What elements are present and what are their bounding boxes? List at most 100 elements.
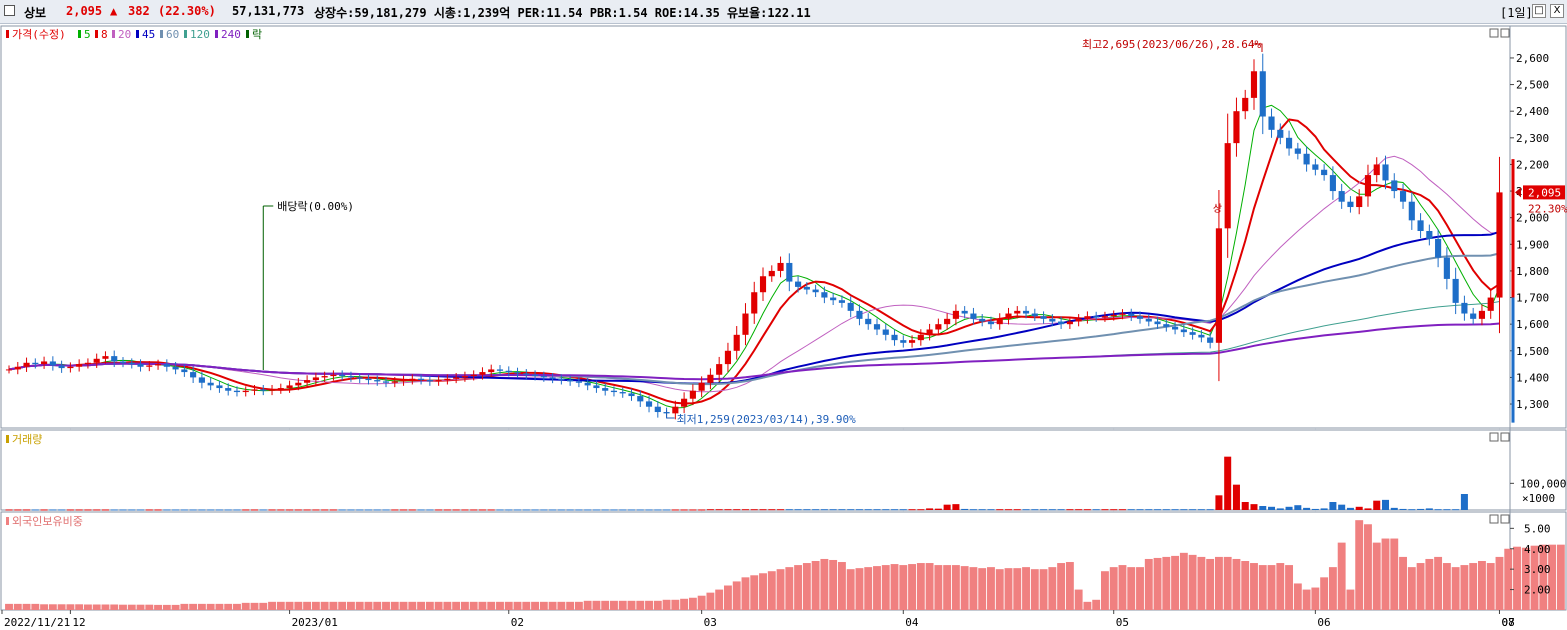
candle-body [93,358,100,363]
foreign-bar [1548,544,1557,610]
candle-body [1329,175,1336,192]
volume-bar [137,509,145,511]
foreign-bar [794,565,803,610]
price-tick-label: 1,700 [1516,292,1549,305]
candle-body [1154,321,1161,325]
current-price-box [1523,185,1565,200]
candle-body [1268,116,1275,130]
candle-body [961,310,968,314]
candle-body [1136,316,1144,319]
candle-body [1250,71,1258,98]
current-price: 2,095 [66,4,103,18]
foreign-bar [83,604,92,610]
candle-body [1294,148,1301,154]
foreign-bar [224,603,233,610]
price-tick-label: 1,300 [1516,398,1549,411]
candle-body [716,364,723,375]
candle-body [1145,318,1152,322]
candle-body [1040,316,1047,319]
foreign-bar [31,603,40,610]
foreign-bar [206,603,215,610]
candle-body [917,334,924,341]
volume-bar [417,509,425,511]
candle-body [146,365,153,367]
candle-body [163,364,170,367]
volume-bar [838,509,846,511]
foreign-bar [1477,561,1486,610]
volume-bar [864,509,872,511]
foreign-bar [355,601,364,610]
candle-body [873,324,881,330]
foreign-bar [1425,558,1434,610]
volume-bar [1189,509,1197,511]
foreign-bar [13,603,22,610]
foreign-bar [1407,567,1416,610]
foreign-bar [75,604,84,610]
candle-body [1215,228,1222,343]
candle-body [260,389,267,391]
candle-body [952,310,959,319]
candle-body [409,378,416,381]
foreign-bar [382,601,390,610]
volume-bar [575,509,583,511]
foreign-bar [434,601,443,610]
foreign-bar [1372,542,1381,610]
volume-bar [1259,506,1267,510]
candle-body [514,372,521,374]
foreign-bar [5,603,13,610]
candle-body [733,334,740,351]
candle-body [654,406,661,413]
volume-bar [1452,509,1460,511]
candle-body [847,302,854,311]
candle-body [549,377,556,379]
candle-body [935,324,942,330]
ma240-line [8,322,1500,381]
volume-bar [1136,509,1144,511]
foreign-bar [759,573,767,610]
volume-bar [549,509,557,511]
volume-bar [1399,508,1407,510]
candle-body [23,362,30,367]
volume-bar [514,509,522,511]
foreign-bar [1258,565,1267,610]
volume-bar [496,509,504,511]
maximize-button[interactable]: □ [1532,4,1546,18]
volume-bar [1303,507,1311,510]
candle-body [1189,332,1196,335]
price-tick-label: 2,000 [1516,212,1549,225]
volume-bar [478,509,486,511]
foreign-bar [1276,563,1285,610]
volume-bar [505,509,513,511]
candle-body [435,380,442,382]
title-bar: 상보 2,095 ▲ 382 (22.30%) 57,131,773 상장수:5… [0,0,1567,24]
foreign-bar [329,601,338,610]
legend-label: 120 [190,28,210,41]
candle-body [268,389,276,391]
foreign-bar [1285,565,1294,610]
candle-body [67,366,74,369]
volume-bar [145,509,153,511]
select-checkbox[interactable] [4,5,15,16]
foreign-bar [829,559,838,610]
volume-title-swatch [6,435,9,443]
foreign-bar [522,601,531,610]
candle-body [304,380,311,383]
volume-bar [663,509,671,511]
volume-bar [452,509,460,511]
close-button[interactable]: X [1550,4,1564,18]
volume-bar [794,509,802,511]
change-arrow: ▲ [110,4,118,18]
foreign-bar [1197,556,1206,610]
foreign-bar [443,601,452,610]
candle-body [1224,143,1231,229]
foreign-title-swatch [6,517,9,525]
candle-body [724,350,732,365]
volume-bar [759,509,767,511]
legend-swatch [215,30,218,38]
foreign-bar [373,601,382,610]
stock-chart[interactable]: 1,300 1,400 1,500 1,600 1,700 1,800 1,900 2,000… [0,24,1567,630]
volume-bar [961,508,969,510]
foreign-bar [1460,565,1469,610]
period-label[interactable]: [1일] [1500,6,1533,20]
foreign-bar [285,601,294,610]
